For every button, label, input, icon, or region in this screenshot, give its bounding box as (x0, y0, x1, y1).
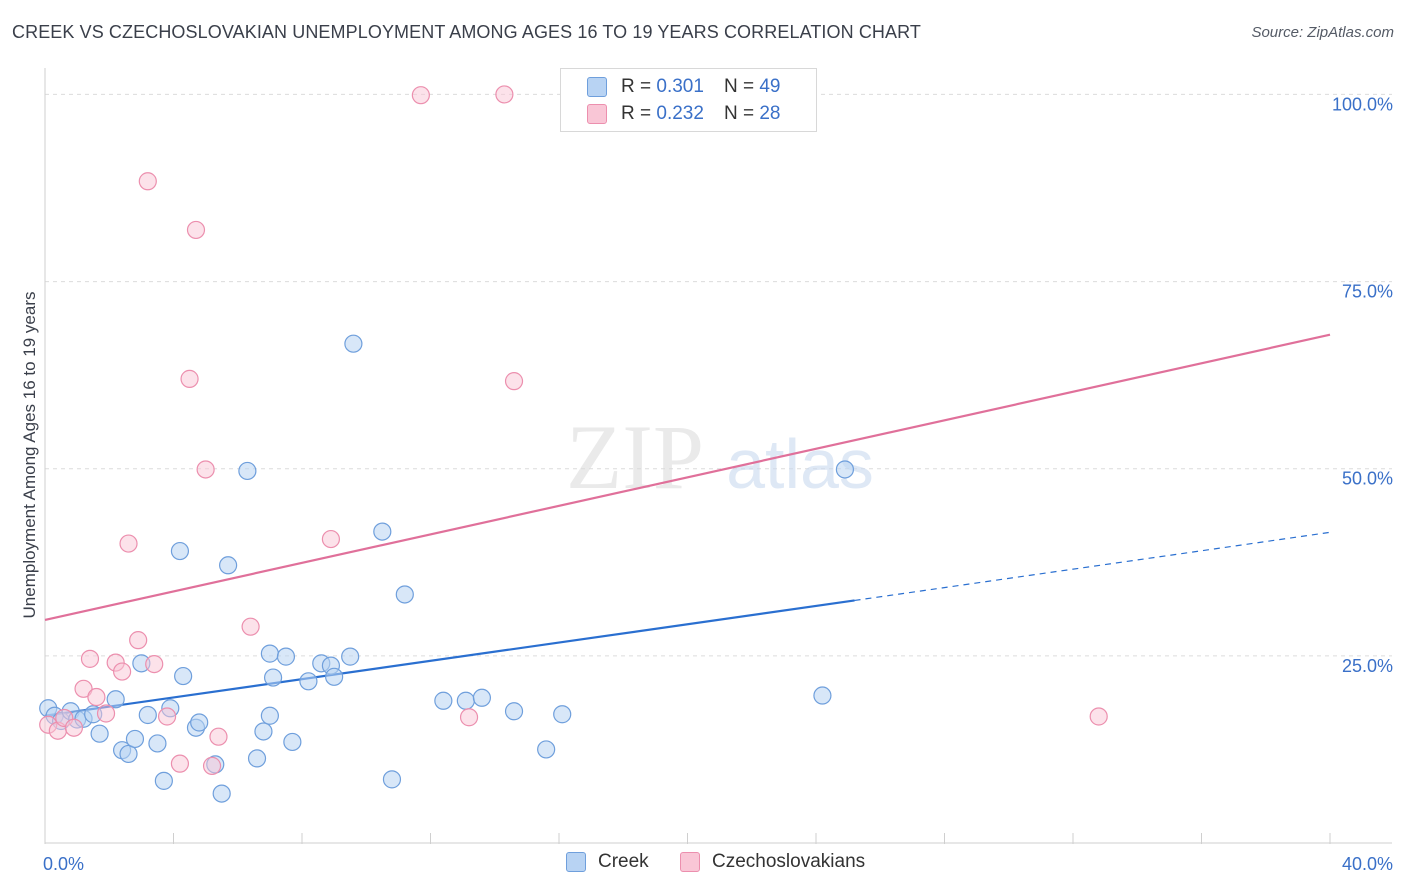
watermark-zip: ZIP (566, 406, 704, 508)
x-tick-label: 0.0% (43, 854, 84, 874)
legend-label-creek: Creek (598, 851, 649, 872)
data-point-czechoslovakians (96, 704, 116, 723)
y-tick-label: 100.0% (1332, 94, 1393, 114)
legend-item-creek: Creek (566, 851, 649, 873)
legend-swatch-creek (566, 852, 586, 872)
data-point-czechoslovakians (112, 662, 132, 681)
data-point-creek (373, 522, 392, 541)
data-point-czechoslovakians (209, 727, 228, 746)
data-point-creek (299, 672, 318, 691)
legend-n-label: N = (723, 76, 755, 97)
data-point-creek (835, 460, 855, 479)
trend-line-czechoslovakians (44, 333, 1331, 621)
legend-item-czech: Czechoslovakians (680, 851, 865, 873)
tick-labels: 25.0% 50.0% 75.0% 100.0% 0.0% 40.0% (43, 94, 1393, 874)
data-point-czechoslovakians (87, 687, 106, 707)
data-point-creek (395, 585, 414, 604)
data-point-creek (260, 644, 279, 663)
data-point-czechoslovakians (74, 679, 93, 698)
data-point-czechoslovakians (119, 534, 138, 553)
data-point-creek (106, 690, 125, 709)
legend-n-value: 49 (759, 76, 781, 97)
grid-lines (45, 93, 1392, 657)
data-point-creek (174, 666, 193, 686)
axes (44, 68, 1392, 844)
data-point-creek (247, 749, 267, 768)
data-point-czechoslovakians (495, 85, 514, 104)
trend-line-creek (44, 599, 855, 717)
data-point-creek (219, 556, 238, 575)
data-point-czechoslovakians (180, 369, 199, 388)
watermark: ZIP atlas (566, 406, 874, 508)
data-point-creek (154, 771, 173, 790)
data-point-czechoslovakians (1089, 707, 1108, 726)
legend-n-value: 28 (759, 103, 781, 124)
data-point-czechoslovakians (411, 86, 430, 105)
legend-swatch-czech (680, 852, 700, 872)
data-point-czechoslovakians (157, 707, 177, 726)
data-point-creek (382, 770, 402, 789)
data-point-creek (260, 706, 279, 725)
legend-swatch-czech (587, 104, 607, 124)
data-point-creek (553, 705, 572, 724)
series-legend: Creek Czechoslovakians (0, 851, 1406, 877)
legend-row-creek: R = 0.301 N = 49 (587, 75, 780, 99)
data-point-czechoslovakians (459, 708, 479, 727)
data-point-czechoslovakians (129, 631, 148, 650)
data-point-czechoslovakians (170, 754, 190, 773)
x-tick-label: 40.0% (1342, 854, 1393, 874)
legend-swatch-creek (587, 77, 607, 97)
y-tick-label: 50.0% (1342, 469, 1393, 489)
legend-r-label: R = (621, 76, 652, 97)
data-point-creek (276, 647, 296, 666)
y-tick-label: 25.0% (1342, 656, 1393, 676)
source-label: Source: ZipAtlas.com (1251, 24, 1394, 41)
data-point-creek (504, 702, 524, 721)
chart-title: CREEK VS CZECHOSLOVAKIAN UNEMPLOYMENT AM… (12, 22, 922, 42)
data-point-creek (434, 691, 453, 710)
data-point-czechoslovakians (196, 460, 215, 479)
legend-r-value: 0.232 (656, 103, 704, 124)
data-point-czechoslovakians (145, 654, 164, 674)
legend-label-czech: Czechoslovakians (712, 851, 866, 872)
data-point-creek (472, 688, 491, 707)
data-point-creek (283, 732, 302, 752)
data-points (39, 85, 1108, 803)
data-point-creek (263, 668, 283, 687)
data-point-creek (344, 334, 363, 353)
legend-r-value: 0.301 (656, 76, 704, 97)
data-point-czechoslovakians (504, 372, 524, 391)
legend-row-czech: R = 0.232 N = 28 (587, 102, 780, 126)
data-point-creek (148, 734, 167, 753)
data-point-creek (341, 647, 360, 666)
data-point-creek (325, 667, 344, 686)
legend-r-label: R = (621, 103, 652, 124)
data-point-creek (212, 784, 231, 803)
data-point-creek (456, 691, 475, 710)
stats-legend: R = 0.301 N = 49 R = 0.232 N = 28 (560, 68, 817, 132)
trend-lines (44, 333, 1331, 717)
data-point-czechoslovakians (186, 220, 206, 240)
data-point-czechoslovakians (80, 649, 100, 668)
data-point-creek (537, 740, 556, 759)
data-point-creek (190, 713, 209, 732)
data-point-creek (125, 729, 145, 749)
data-point-creek (90, 724, 109, 743)
y-tick-label: 75.0% (1342, 282, 1393, 302)
data-point-czechoslovakians (321, 529, 341, 549)
data-point-creek (238, 461, 257, 481)
data-point-czechoslovakians (202, 756, 222, 775)
data-point-czechoslovakians (241, 617, 260, 636)
legend-n-label: N = (723, 103, 755, 124)
data-point-czechoslovakians (138, 172, 157, 191)
data-point-czechoslovakians (64, 718, 84, 737)
data-point-creek (138, 705, 157, 725)
data-point-creek (119, 744, 138, 764)
data-point-creek (170, 541, 190, 561)
data-point-creek (254, 722, 273, 741)
trend-line-creek-extension (854, 531, 1331, 602)
data-point-creek (813, 686, 832, 705)
